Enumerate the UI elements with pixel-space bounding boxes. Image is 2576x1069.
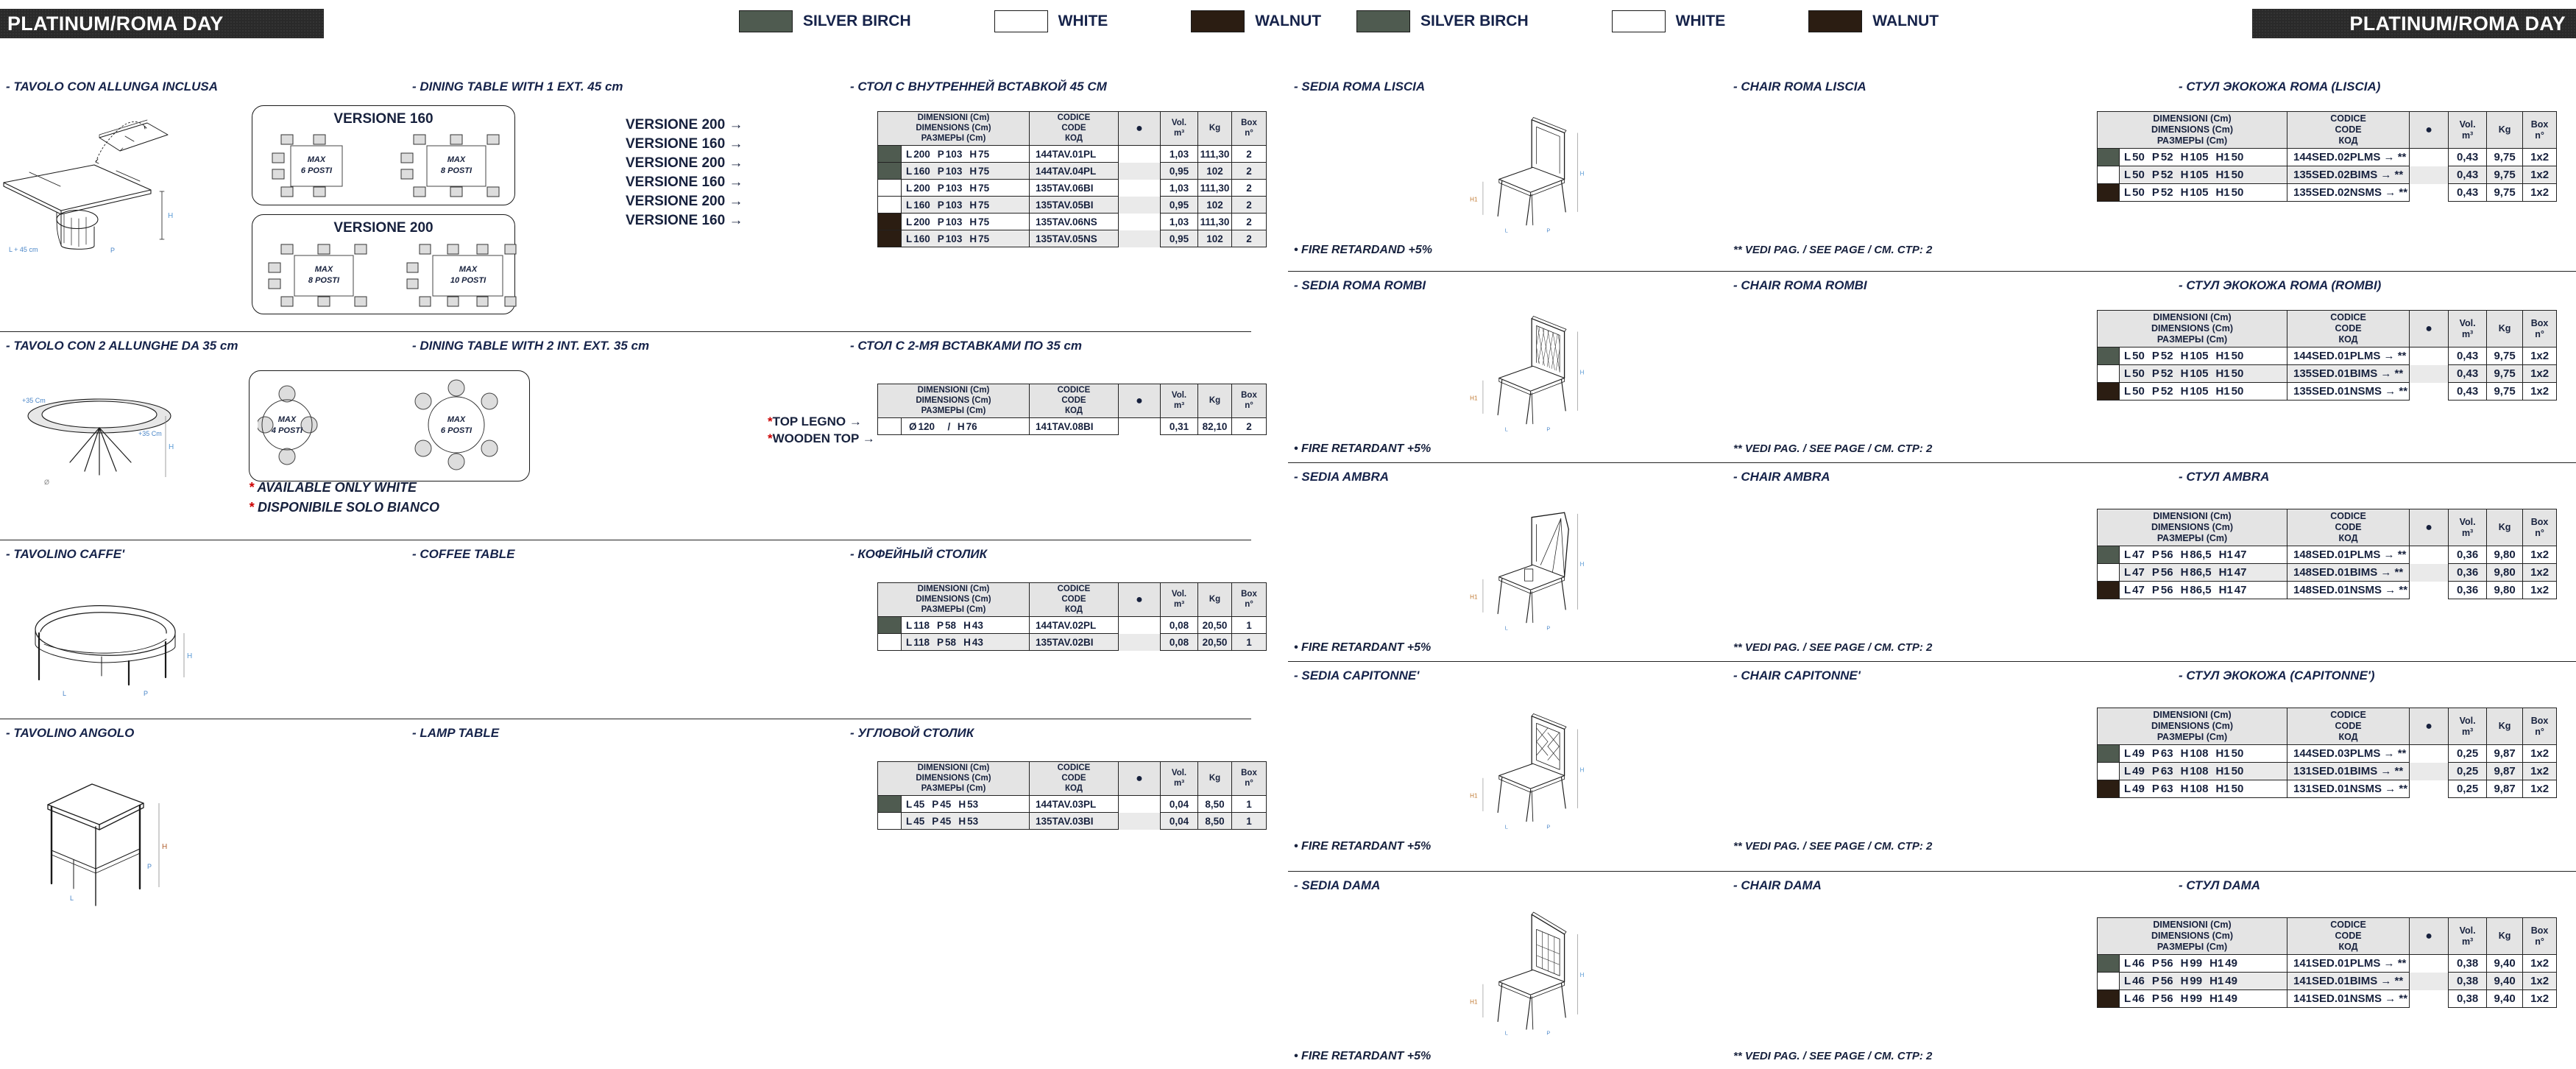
svg-text:+35 Cm: +35 Cm <box>22 397 46 404</box>
svg-text:L: L <box>1505 823 1508 830</box>
svg-text:H1: H1 <box>1470 395 1478 401</box>
svg-text:L: L <box>1505 227 1508 233</box>
svg-text:P: P <box>1546 1029 1550 1036</box>
svg-text:H: H <box>169 443 174 451</box>
svg-text:P: P <box>1546 227 1550 233</box>
svg-text:4 POSTI: 4 POSTI <box>271 426 303 435</box>
svg-text:Ø: Ø <box>44 479 49 486</box>
svg-text:L: L <box>63 690 66 697</box>
svg-text:H1: H1 <box>1470 998 1478 1005</box>
svg-text:6 POSTI: 6 POSTI <box>441 426 473 435</box>
svg-text:H1: H1 <box>1470 792 1478 799</box>
svg-text:MAX: MAX <box>308 155 326 164</box>
svg-text:L: L <box>1505 1029 1508 1036</box>
svg-text:MAX: MAX <box>447 155 466 164</box>
svg-text:L: L <box>1505 624 1508 631</box>
svg-text:H: H <box>187 652 192 660</box>
svg-text:L: L <box>1505 426 1508 432</box>
svg-text:H: H <box>1580 370 1585 376</box>
svg-text:H: H <box>1580 972 1585 978</box>
svg-text:H: H <box>1580 171 1585 177</box>
svg-text:MAX: MAX <box>315 265 333 274</box>
svg-text:H1: H1 <box>1470 196 1478 202</box>
svg-text:P: P <box>110 247 115 254</box>
svg-text:10 POSTI: 10 POSTI <box>450 276 486 285</box>
svg-text:P: P <box>147 863 152 870</box>
svg-text:H: H <box>1580 561 1585 568</box>
svg-text:H: H <box>168 212 173 220</box>
svg-text:MAX: MAX <box>459 265 478 274</box>
svg-text:6 POSTI: 6 POSTI <box>301 166 333 175</box>
svg-text:P: P <box>144 690 148 697</box>
svg-text:H: H <box>162 843 167 851</box>
svg-text:8 POSTI: 8 POSTI <box>441 166 473 175</box>
svg-text:H1: H1 <box>1470 593 1478 600</box>
svg-text:P: P <box>1546 426 1550 432</box>
svg-text:L + 45 cm: L + 45 cm <box>9 246 38 253</box>
svg-text:MAX: MAX <box>278 415 297 424</box>
svg-text:8 POSTI: 8 POSTI <box>308 276 340 285</box>
svg-text:P: P <box>1546 624 1550 631</box>
svg-text:L: L <box>70 895 74 902</box>
svg-text:H: H <box>1580 767 1585 774</box>
svg-text:MAX: MAX <box>447 415 466 424</box>
svg-text:+35 Cm: +35 Cm <box>138 430 162 437</box>
svg-text:P: P <box>1546 823 1550 830</box>
